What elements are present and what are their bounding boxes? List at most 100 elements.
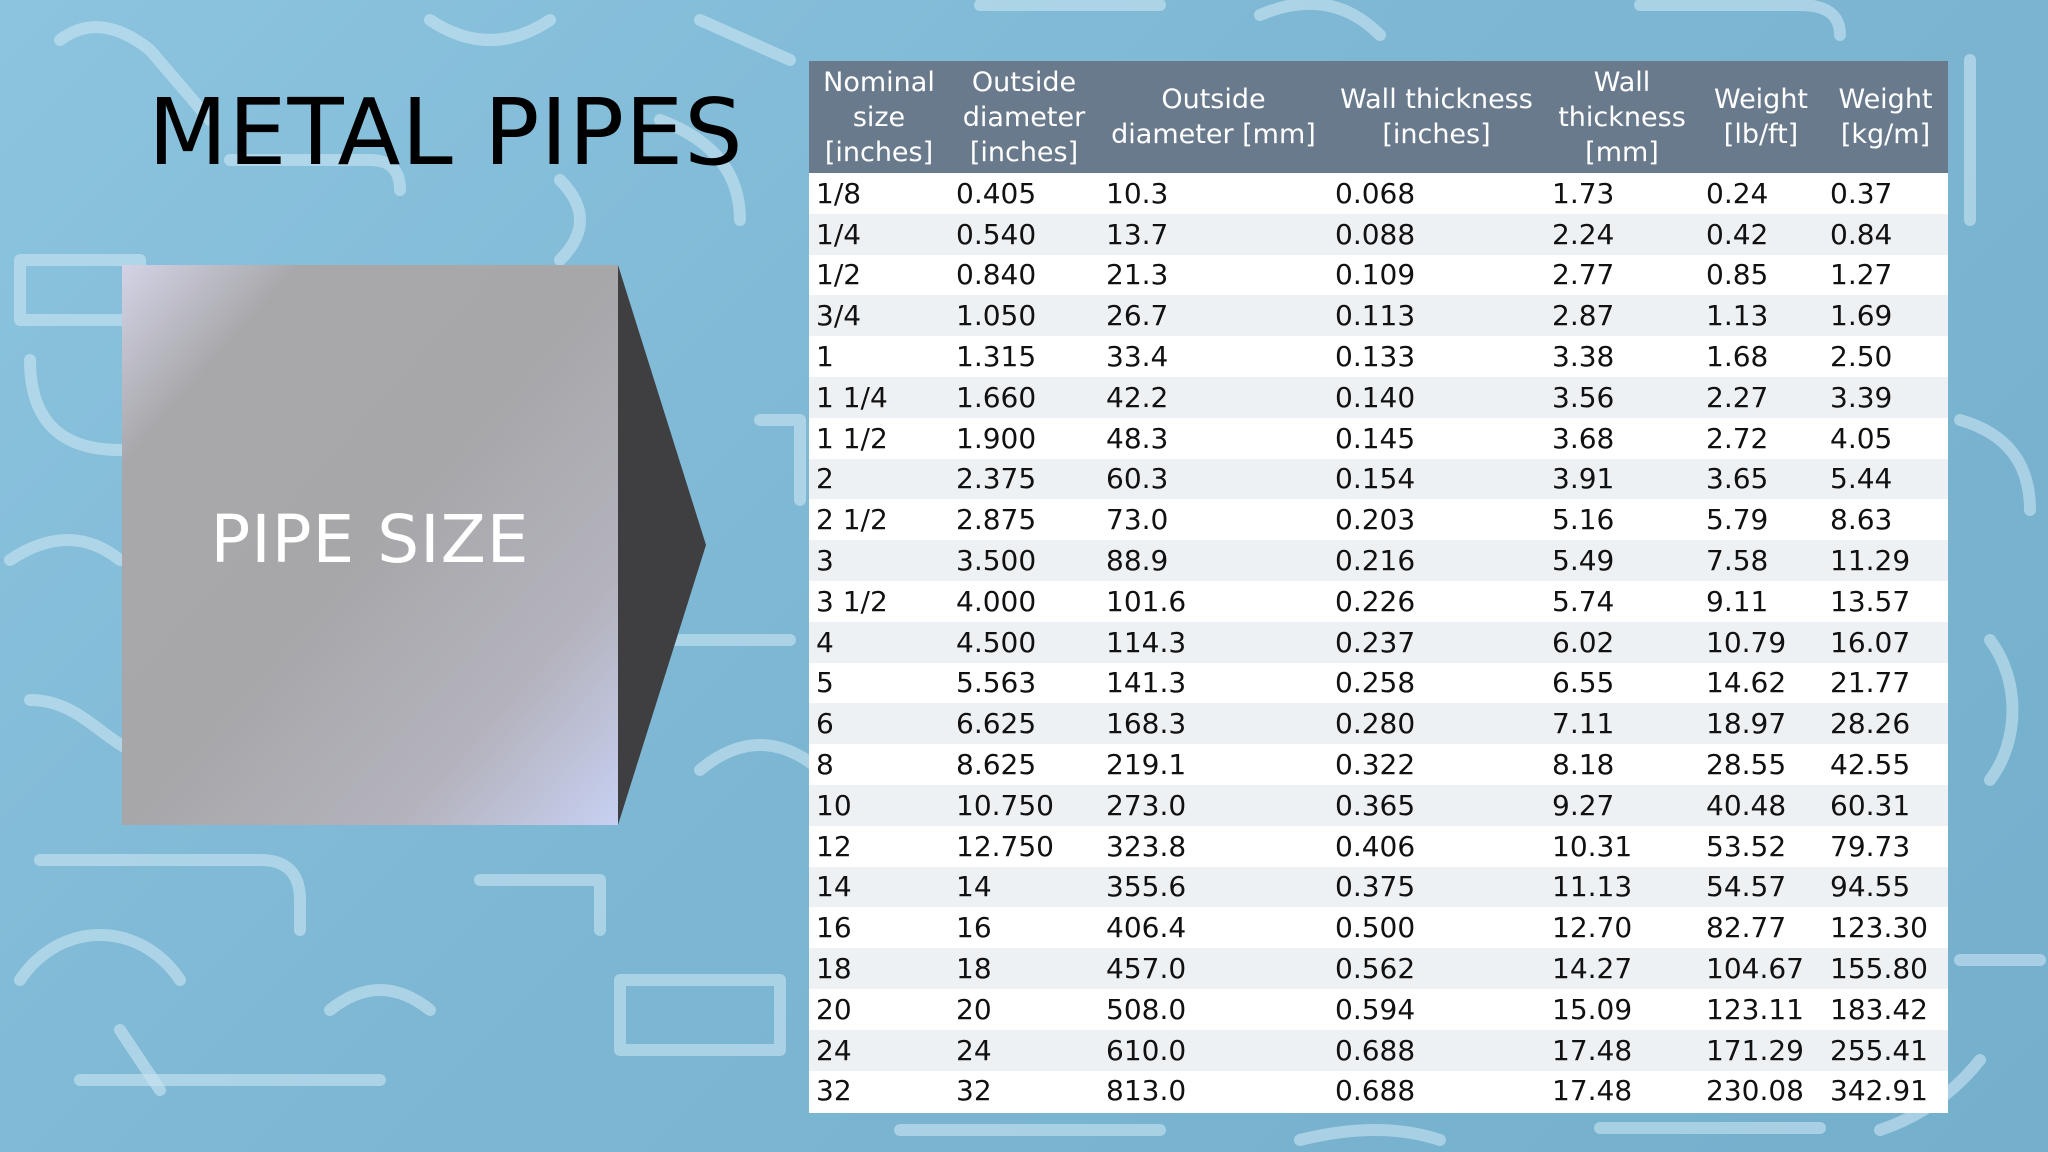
header-outside-diameter-mm: Outside diameter [mm] (1099, 61, 1328, 173)
cell-outside-diameter-inches: 8.625 (949, 744, 1099, 785)
header-wall-thickness-mm: Wall thickness [mm] (1545, 61, 1699, 173)
cell-outside-diameter-inches: 32 (949, 1070, 1099, 1112)
cell-nominal-size: 1 1/2 (809, 417, 949, 459)
cell-outside-diameter-inches: 10.750 (949, 784, 1099, 826)
cell-weight-lb-ft: 104.67 (1699, 948, 1823, 989)
cell-nominal-size: 1/4 (809, 213, 949, 255)
cell-weight-kg-m: 16.07 (1823, 621, 1948, 663)
table-header-row: Nominal size [inches] Outside diameter [… (809, 61, 1948, 173)
cell-weight-kg-m: 21.77 (1823, 662, 1948, 704)
cell-weight-lb-ft: 3.65 (1699, 458, 1823, 500)
cell-weight-lb-ft: 14.62 (1699, 662, 1823, 704)
cell-weight-lb-ft: 9.11 (1699, 580, 1823, 622)
header-outside-diameter-inches: Outside diameter [inches] (949, 61, 1099, 173)
cell-wall-thickness-mm: 8.18 (1545, 744, 1699, 785)
cell-weight-kg-m: 155.80 (1823, 948, 1948, 989)
cell-outside-diameter-inches: 4.000 (949, 580, 1099, 622)
cell-wall-thickness-inches: 0.280 (1328, 703, 1545, 745)
cell-nominal-size: 2 1/2 (809, 499, 949, 541)
cell-nominal-size: 16 (809, 907, 949, 949)
cell-wall-thickness-inches: 0.258 (1328, 662, 1545, 704)
table-row: 10 10.750 273.0 0.365 9.27 40.48 60.31 (809, 784, 1948, 826)
cell-outside-diameter-mm: 508.0 (1099, 988, 1328, 1030)
cell-weight-lb-ft: 10.79 (1699, 621, 1823, 663)
cell-weight-lb-ft: 0.85 (1699, 254, 1823, 296)
cell-outside-diameter-inches: 0.840 (949, 254, 1099, 296)
cell-outside-diameter-inches: 4.500 (949, 621, 1099, 663)
cell-weight-kg-m: 123.30 (1823, 907, 1948, 949)
cell-weight-lb-ft: 82.77 (1699, 907, 1823, 949)
cell-weight-kg-m: 3.39 (1823, 376, 1948, 418)
cell-outside-diameter-mm: 42.2 (1099, 376, 1328, 418)
cell-outside-diameter-inches: 2.875 (949, 499, 1099, 541)
cell-wall-thickness-inches: 0.216 (1328, 540, 1545, 581)
cell-wall-thickness-mm: 5.49 (1545, 540, 1699, 581)
table-row: 1 1/4 1.660 42.2 0.140 3.56 2.27 3.39 (809, 376, 1948, 418)
cell-weight-lb-ft: 123.11 (1699, 988, 1823, 1030)
shape-front-face (122, 265, 618, 825)
header-weight-kg-m: Weight [kg/m] (1823, 61, 1948, 173)
cell-wall-thickness-mm: 10.31 (1545, 825, 1699, 867)
cell-weight-lb-ft: 7.58 (1699, 540, 1823, 581)
cell-nominal-size: 4 (809, 621, 949, 663)
cell-outside-diameter-mm: 273.0 (1099, 784, 1328, 826)
cell-wall-thickness-inches: 0.133 (1328, 336, 1545, 377)
table-row: 3 3.500 88.9 0.216 5.49 7.58 11.29 (809, 540, 1948, 581)
cell-outside-diameter-mm: 406.4 (1099, 907, 1328, 949)
cell-weight-kg-m: 11.29 (1823, 540, 1948, 581)
cell-wall-thickness-inches: 0.688 (1328, 1070, 1545, 1112)
cell-wall-thickness-mm: 3.56 (1545, 376, 1699, 418)
table-row: 32 32 813.0 0.688 17.48 230.08 342.91 (809, 1070, 1948, 1112)
cell-wall-thickness-mm: 11.13 (1545, 866, 1699, 908)
cell-wall-thickness-inches: 0.594 (1328, 988, 1545, 1030)
cell-wall-thickness-mm: 2.24 (1545, 213, 1699, 255)
cell-outside-diameter-mm: 813.0 (1099, 1070, 1328, 1112)
cell-outside-diameter-mm: 323.8 (1099, 825, 1328, 867)
cell-nominal-size: 3/4 (809, 295, 949, 337)
cell-wall-thickness-mm: 17.48 (1545, 1070, 1699, 1112)
cell-weight-kg-m: 13.57 (1823, 580, 1948, 622)
header-weight-lb-ft: Weight [lb/ft] (1699, 61, 1823, 173)
cell-weight-lb-ft: 2.27 (1699, 376, 1823, 418)
cell-wall-thickness-mm: 9.27 (1545, 784, 1699, 826)
cell-weight-kg-m: 28.26 (1823, 703, 1948, 745)
table-row: 1/8 0.405 10.3 0.068 1.73 0.24 0.37 (809, 173, 1948, 214)
table-row: 16 16 406.4 0.500 12.70 82.77 123.30 (809, 907, 1948, 949)
cell-wall-thickness-inches: 0.068 (1328, 173, 1545, 214)
cell-weight-lb-ft: 28.55 (1699, 744, 1823, 785)
cell-outside-diameter-inches: 2.375 (949, 458, 1099, 500)
cell-weight-kg-m: 2.50 (1823, 336, 1948, 377)
table-row: 20 20 508.0 0.594 15.09 123.11 183.42 (809, 988, 1948, 1030)
cell-nominal-size: 20 (809, 988, 949, 1030)
cell-wall-thickness-inches: 0.140 (1328, 376, 1545, 418)
table-row: 1/4 0.540 13.7 0.088 2.24 0.42 0.84 (809, 213, 1948, 255)
cell-weight-lb-ft: 0.24 (1699, 173, 1823, 214)
cell-weight-lb-ft: 54.57 (1699, 866, 1823, 908)
cell-wall-thickness-inches: 0.406 (1328, 825, 1545, 867)
cell-wall-thickness-inches: 0.203 (1328, 499, 1545, 541)
cell-weight-kg-m: 5.44 (1823, 458, 1948, 500)
table-row: 1 1.315 33.4 0.133 3.38 1.68 2.50 (809, 336, 1948, 377)
cell-wall-thickness-inches: 0.154 (1328, 458, 1545, 500)
table-row: 3 1/2 4.000 101.6 0.226 5.74 9.11 13.57 (809, 580, 1948, 622)
cell-weight-lb-ft: 230.08 (1699, 1070, 1823, 1112)
cell-wall-thickness-inches: 0.500 (1328, 907, 1545, 949)
table-row: 4 4.500 114.3 0.237 6.02 10.79 16.07 (809, 621, 1948, 663)
cell-outside-diameter-mm: 13.7 (1099, 213, 1328, 255)
table-row: 8 8.625 219.1 0.322 8.18 28.55 42.55 (809, 744, 1948, 785)
cell-outside-diameter-mm: 219.1 (1099, 744, 1328, 785)
cell-wall-thickness-inches: 0.145 (1328, 417, 1545, 459)
cell-weight-lb-ft: 5.79 (1699, 499, 1823, 541)
cell-weight-lb-ft: 1.68 (1699, 336, 1823, 377)
cell-weight-kg-m: 342.91 (1823, 1070, 1948, 1112)
table-row: 14 14 355.6 0.375 11.13 54.57 94.55 (809, 866, 1948, 908)
shape-side-face (618, 265, 706, 825)
table-row: 5 5.563 141.3 0.258 6.55 14.62 21.77 (809, 662, 1948, 704)
cell-outside-diameter-inches: 5.563 (949, 662, 1099, 704)
cell-weight-lb-ft: 0.42 (1699, 213, 1823, 255)
cell-wall-thickness-inches: 0.562 (1328, 948, 1545, 989)
cell-weight-kg-m: 0.37 (1823, 173, 1948, 214)
cell-nominal-size: 1 (809, 336, 949, 377)
cell-wall-thickness-mm: 17.48 (1545, 1029, 1699, 1071)
pipe-size-table: Nominal size [inches] Outside diameter [… (809, 61, 1948, 1112)
